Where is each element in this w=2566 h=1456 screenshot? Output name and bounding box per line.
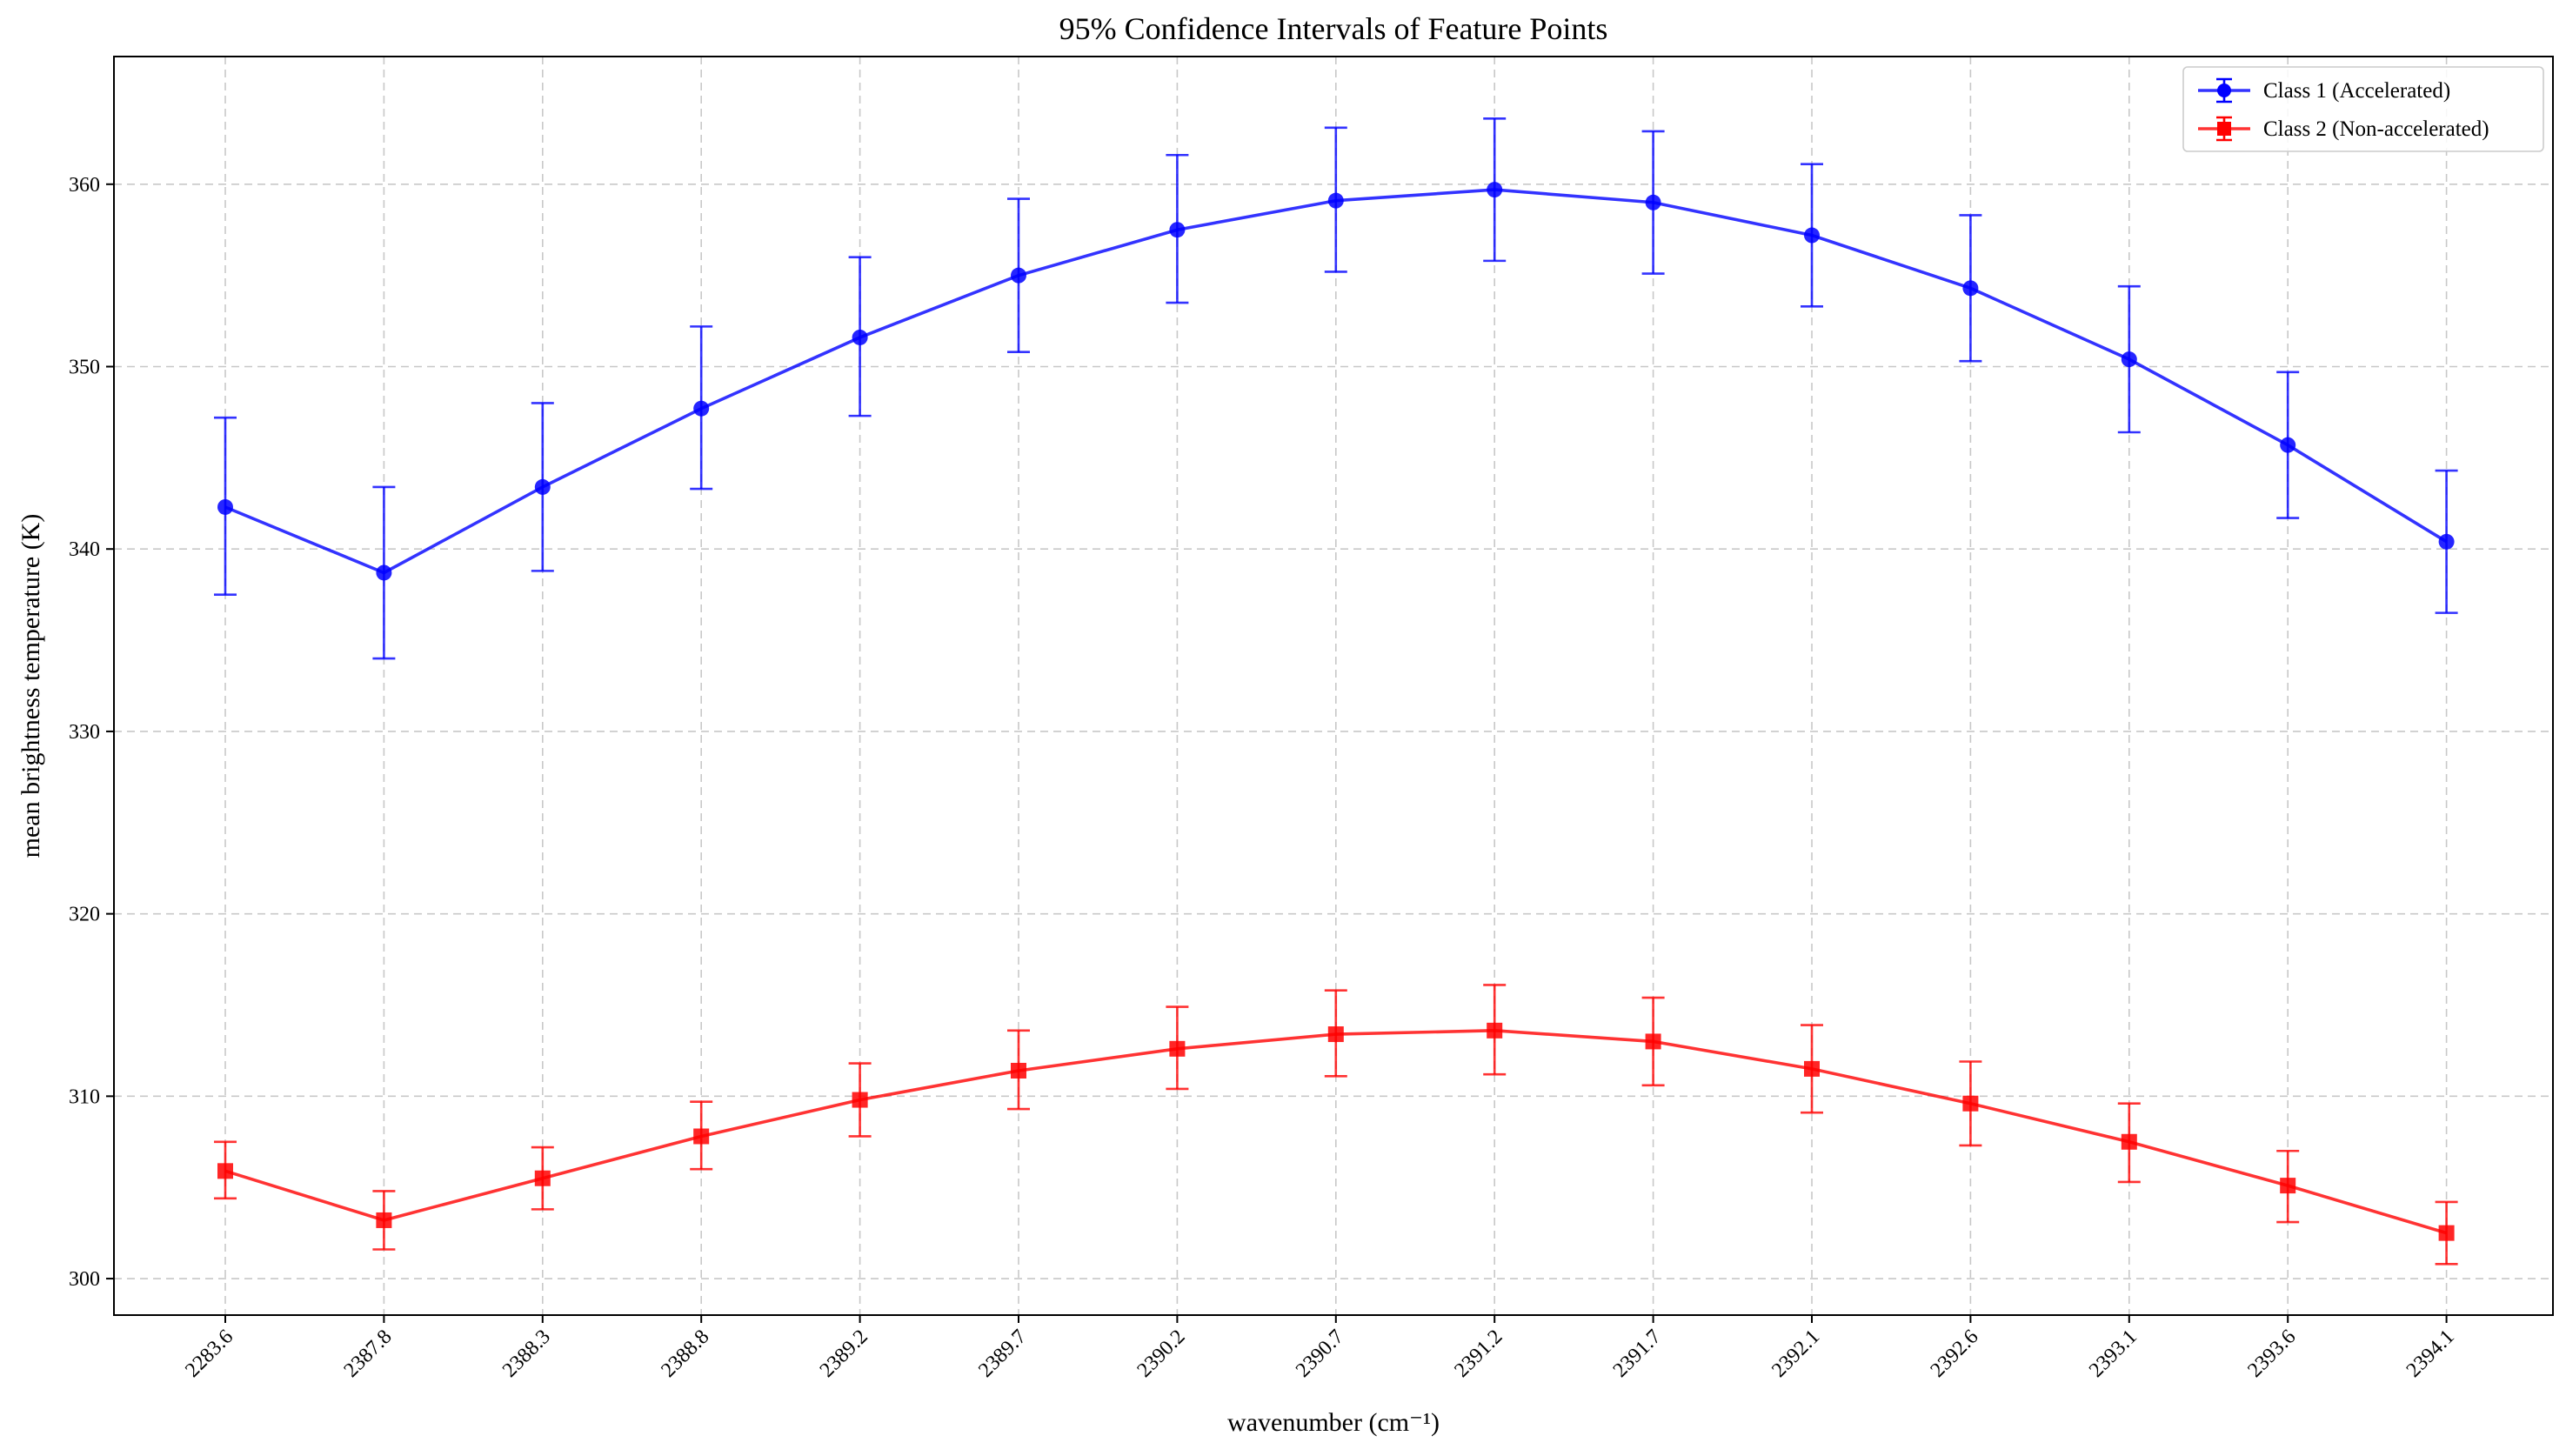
- data-point: [1327, 1026, 1344, 1043]
- data-point: [852, 329, 868, 345]
- y-tick-label: 360: [69, 174, 100, 197]
- data-point: [1645, 194, 1661, 210]
- data-point: [217, 498, 233, 515]
- data-point: [1962, 280, 1979, 297]
- data-point: [2121, 351, 2137, 368]
- data-point: [2121, 1133, 2137, 1150]
- legend-marker: [2217, 122, 2231, 136]
- data-point: [1804, 227, 1820, 244]
- data-point: [2438, 1225, 2455, 1241]
- legend-box: [2182, 66, 2544, 152]
- plot-frame: [113, 56, 2554, 1316]
- data-point: [2280, 437, 2296, 453]
- x-axis-title: wavenumber (cm⁻¹): [1227, 1408, 1440, 1437]
- data-point: [376, 564, 392, 581]
- data-point: [1962, 1095, 1979, 1112]
- data-point: [1487, 182, 1503, 198]
- data-point: [376, 1212, 392, 1228]
- data-point: [1169, 222, 1186, 238]
- y-tick-label: 340: [69, 538, 100, 561]
- series-1: [214, 117, 2458, 660]
- data-point: [1327, 192, 1344, 209]
- data-point: [217, 1163, 233, 1179]
- legend-item: Class 2 (Non-accelerated): [2198, 116, 2489, 142]
- legend: Class 1 (Accelerated) Class 2 (Non-accele…: [2182, 66, 2544, 152]
- series-2: [214, 984, 2458, 1266]
- data-point: [2280, 1178, 2296, 1194]
- data-point: [693, 400, 710, 417]
- data-point: [534, 478, 551, 495]
- data-point: [1011, 267, 1026, 284]
- data-point: [1645, 1033, 1661, 1050]
- legend-item: Class 1 (Accelerated): [2198, 77, 2450, 104]
- legend-marker: [2217, 83, 2231, 97]
- data-point: [1169, 1040, 1186, 1057]
- data-point: [1804, 1060, 1820, 1077]
- y-tick-label: 350: [69, 357, 100, 379]
- y-tick-label: 310: [69, 1085, 100, 1108]
- series-layer: [214, 117, 2458, 1266]
- legend-label: Class 2 (Non-accelerated): [2263, 117, 2489, 141]
- data-point: [1011, 1062, 1026, 1079]
- legend-label: Class 1 (Accelerated): [2263, 79, 2450, 103]
- y-tick-label: 320: [69, 904, 100, 926]
- data-point: [693, 1128, 710, 1145]
- data-point: [852, 1092, 868, 1108]
- y-axis-title: mean brightness temperature (K): [17, 514, 45, 858]
- data-point: [534, 1170, 551, 1186]
- data-point: [1487, 1022, 1503, 1039]
- y-tick-label: 330: [69, 721, 100, 744]
- chart-title: 95% Confidence Intervals of Feature Poin…: [1059, 11, 1608, 46]
- y-tick-label: 300: [69, 1268, 100, 1291]
- data-point: [2438, 533, 2455, 550]
